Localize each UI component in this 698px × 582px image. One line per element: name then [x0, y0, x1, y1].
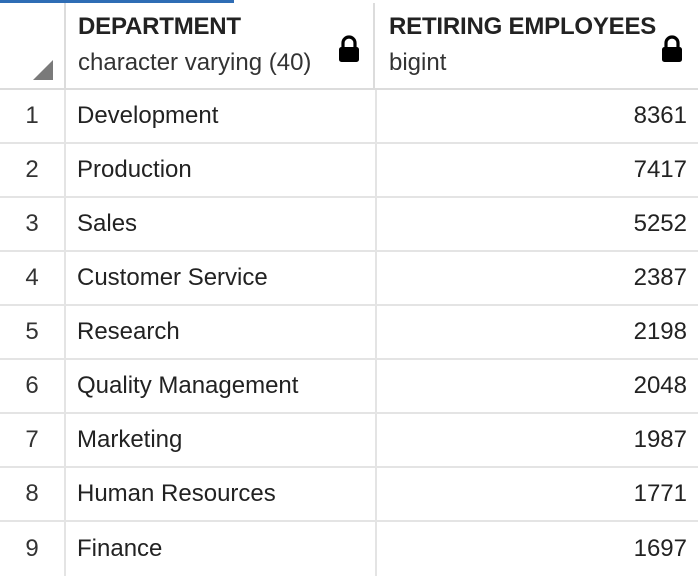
column-type: bigint	[389, 49, 447, 76]
department-cell[interactable]: Sales	[66, 198, 377, 250]
row-number[interactable]: 9	[0, 522, 66, 576]
retiring-employees-cell[interactable]: 1771	[633, 480, 687, 507]
department-cell[interactable]: Quality Management	[66, 360, 377, 412]
column-name: DEPARTMENT	[78, 13, 241, 40]
table-row[interactable]: 1 Development 8361	[0, 90, 698, 144]
table-row[interactable]: 7 Marketing 1987	[0, 414, 698, 468]
retiring-employees-cell[interactable]: 7417	[633, 156, 687, 183]
row-number[interactable]: 3	[0, 198, 66, 250]
row-number[interactable]: 2	[0, 144, 66, 196]
table-row[interactable]: 3 Sales 5252	[0, 198, 698, 252]
table-row[interactable]: 8 Human Resources 1771	[0, 468, 698, 522]
department-cell[interactable]: Marketing	[66, 414, 377, 466]
column-name: RETIRING EMPLOYEES	[389, 13, 657, 40]
row-number[interactable]: 4	[0, 252, 66, 304]
department-cell[interactable]: Finance	[66, 522, 377, 576]
column-type: character varying (40)	[78, 49, 312, 76]
row-number[interactable]: 7	[0, 414, 66, 466]
retiring-employees-cell[interactable]: 2048	[633, 372, 687, 399]
row-number[interactable]: 5	[0, 306, 66, 358]
retiring-employees-cell[interactable]: 1697	[633, 535, 687, 562]
department-cell[interactable]: Human Resources	[66, 468, 377, 520]
department-cell[interactable]: Customer Service	[66, 252, 377, 304]
table-row[interactable]: 5 Research 2198	[0, 306, 698, 360]
retiring-employees-cell[interactable]: 1987	[633, 426, 687, 453]
department-cell[interactable]: Research	[66, 306, 377, 358]
retiring-employees-cell[interactable]: 8361	[633, 102, 687, 129]
lock-icon	[662, 35, 682, 62]
retiring-employees-cell[interactable]: 2198	[633, 318, 687, 345]
retiring-employees-cell[interactable]: 5252	[633, 210, 687, 237]
department-cell[interactable]: Production	[66, 144, 377, 196]
lock-icon	[339, 35, 359, 62]
row-number[interactable]: 1	[0, 90, 66, 142]
table-row[interactable]: 9 Finance 1697	[0, 522, 698, 576]
column-header-department[interactable]: DEPARTMENT character varying (40)	[66, 3, 375, 90]
department-cell[interactable]: Development	[66, 90, 377, 142]
select-all-corner[interactable]	[0, 3, 66, 90]
column-header-retiring-employees[interactable]: RETIRING EMPLOYEES bigint	[375, 3, 698, 90]
corner-triangle-icon	[33, 60, 53, 80]
row-number[interactable]: 8	[0, 468, 66, 520]
grid-header: DEPARTMENT character varying (40) RETIRI…	[0, 3, 698, 90]
table-row[interactable]: 2 Production 7417	[0, 144, 698, 198]
row-number[interactable]: 6	[0, 360, 66, 412]
table-row[interactable]: 6 Quality Management 2048	[0, 360, 698, 414]
retiring-employees-cell[interactable]: 2387	[633, 264, 687, 291]
grid-body: 1 Development 8361 2 Production 7417 3 S…	[0, 90, 698, 576]
table-row[interactable]: 4 Customer Service 2387	[0, 252, 698, 306]
active-tab-indicator	[0, 0, 234, 3]
